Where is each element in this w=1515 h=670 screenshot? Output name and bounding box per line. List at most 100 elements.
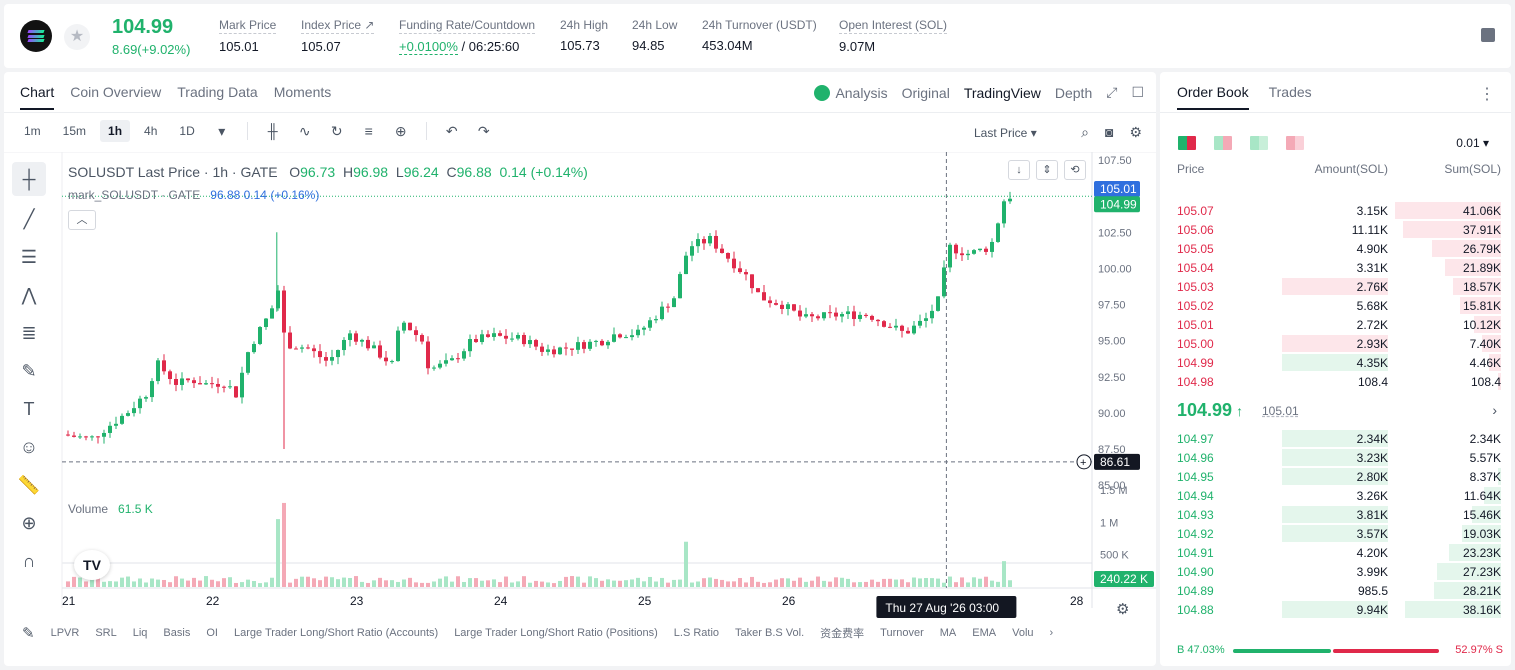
indicators-icon[interactable]: ∿	[298, 122, 311, 139]
search-icon[interactable]: ⌕	[1081, 124, 1089, 140]
expand-icon[interactable]: ⤢	[1106, 84, 1118, 100]
indicator-funding[interactable]: 资金费率	[820, 628, 865, 640]
bid-row[interactable]: 104.93 3.81K 15.46K	[1160, 504, 1511, 523]
tab-order-book[interactable]: Order Book	[1177, 84, 1249, 110]
stat-index-price[interactable]: Index Price ↗ 105.07	[301, 18, 375, 54]
ask-row[interactable]: 105.02 5.68K 15.81K	[1160, 295, 1511, 314]
ask-row[interactable]: 105.03 2.76K 18.57K	[1160, 276, 1511, 295]
indicator-liq[interactable]: Liq	[132, 627, 148, 639]
pen-icon[interactable]: ✎	[22, 625, 35, 642]
indicator-lt-positions[interactable]: Large Trader Long/Short Ratio (Positions…	[454, 627, 658, 639]
trendline-icon[interactable]: ╱	[23, 208, 35, 229]
brush-icon[interactable]: ✎	[21, 360, 37, 381]
indicator-taker-vol[interactable]: Taker B.S Vol.	[735, 627, 805, 639]
view-depth[interactable]: Depth	[1054, 84, 1093, 101]
magnet-icon[interactable]: ∩	[22, 550, 36, 571]
collapse-icon[interactable]: ⇕	[1036, 160, 1058, 180]
emoji-icon[interactable]: ☺	[19, 436, 39, 457]
bid-row[interactable]: 104.91 4.20K 23.23K	[1160, 542, 1511, 561]
indicator-lt-accounts[interactable]: Large Trader Long/Short Ratio (Accounts)	[233, 627, 439, 639]
bid-row[interactable]: 104.95 2.80K 8.37K	[1160, 466, 1511, 485]
ask-row[interactable]: 104.99 4.35K 4.46K	[1160, 352, 1511, 371]
camera-icon[interactable]: ◙	[1104, 124, 1114, 140]
ask-row[interactable]: 105.00 2.93K 7.40K	[1160, 333, 1511, 352]
ruler-icon[interactable]: 📏	[17, 474, 41, 495]
mode-split-icon[interactable]	[1214, 136, 1232, 150]
indicator-ls-ratio[interactable]: L.S Ratio	[673, 627, 720, 639]
fib-icon[interactable]: ≣	[21, 322, 37, 343]
bid-row[interactable]: 104.92 3.57K 19.03K	[1160, 523, 1511, 542]
indicator-basis[interactable]: Basis	[163, 627, 191, 639]
candle-body	[714, 235, 718, 249]
bid-row[interactable]: 104.88 9.94K 38.16K	[1160, 599, 1511, 618]
timeframe-4h[interactable]: 4h	[144, 124, 158, 138]
bid-row[interactable]: 104.94 3.26K 11.64K	[1160, 485, 1511, 504]
horizontal-lines-icon[interactable]: ☰	[20, 246, 38, 267]
more-menu-icon[interactable]: ⋮	[1479, 86, 1495, 103]
price-chart[interactable]: 107.50105.00102.50100.0097.5095.0092.509…	[4, 152, 1156, 632]
maximize-icon[interactable]: ☐	[1131, 84, 1144, 100]
chevron-right-icon[interactable]: ›	[1049, 627, 1054, 639]
tab-moments[interactable]: Moments	[273, 84, 332, 100]
replay-icon[interactable]: ↻	[330, 122, 343, 139]
gear-icon[interactable]: ⚙	[1129, 124, 1142, 140]
ask-row[interactable]: 105.04 3.31K 21.89K	[1160, 257, 1511, 276]
bid-row[interactable]: 104.89 985.5 28.21K	[1160, 580, 1511, 599]
view-tradingview[interactable]: TradingView	[963, 84, 1041, 101]
sync-icon[interactable]: ⟲	[1064, 160, 1086, 180]
zoom-icon[interactable]: ⊕	[21, 512, 37, 533]
mid-price[interactable]: 104.99 ↑	[1177, 400, 1243, 421]
favorite-star-icon[interactable]: ★	[64, 24, 90, 50]
mode-asks-icon[interactable]	[1286, 136, 1304, 150]
candle-type-icon[interactable]: ╫	[267, 123, 278, 139]
tab-chart[interactable]: Chart	[20, 84, 55, 110]
tab-coin-overview[interactable]: Coin Overview	[70, 84, 162, 100]
volume-bar	[558, 580, 562, 587]
ask-row[interactable]: 105.01 2.72K 10.12K	[1160, 314, 1511, 333]
redo-icon[interactable]: ↷	[477, 122, 490, 139]
timeframe-1h[interactable]: 1h	[100, 120, 131, 142]
indicator-lpvr[interactable]: LPVR	[50, 627, 80, 639]
mode-both-icon[interactable]	[1178, 136, 1196, 150]
timeframe-1m[interactable]: 1m	[24, 124, 41, 138]
text-icon[interactable]: T	[23, 398, 35, 419]
ask-row[interactable]: 104.98 108.4 108.4	[1160, 371, 1511, 390]
timeframe-15m[interactable]: 15m	[62, 124, 87, 138]
undo-icon[interactable]: ↶	[445, 122, 458, 139]
view-analysis[interactable]: Analysis	[814, 84, 888, 101]
volume-bar	[678, 579, 682, 587]
ask-row[interactable]: 105.06 11.11K 37.91K	[1160, 219, 1511, 238]
tab-trading-data[interactable]: Trading Data	[177, 84, 258, 100]
price-source-select[interactable]: Last Price ▾	[974, 126, 1037, 140]
timeframe-1d[interactable]: 1D	[179, 124, 195, 138]
precision-select[interactable]: 0.01 ▾	[1456, 136, 1489, 150]
arrow-down-icon[interactable]: ↓	[1008, 160, 1030, 180]
bid-row[interactable]: 104.90 3.99K 27.23K	[1160, 561, 1511, 580]
indicator-ema[interactable]: EMA	[972, 627, 997, 639]
bid-row[interactable]: 104.97 2.34K 2.34K	[1160, 428, 1511, 447]
chevron-down-icon[interactable]: ▾	[218, 122, 226, 139]
tab-trades[interactable]: Trades	[1268, 84, 1312, 100]
indicator-turnover[interactable]: Turnover	[880, 627, 924, 639]
price-source-label: Last Price	[974, 126, 1028, 140]
bid-row[interactable]: 104.96 3.23K 5.57K	[1160, 447, 1511, 466]
ask-row[interactable]: 105.05 4.90K 26.79K	[1160, 238, 1511, 257]
crosshair-icon[interactable]: ┼	[12, 162, 46, 196]
depth-bar	[1474, 316, 1501, 333]
indicator-oi[interactable]: OI	[206, 627, 218, 639]
volume-bar	[162, 579, 166, 587]
indicator-srl[interactable]: SRL	[95, 627, 117, 639]
templates-icon[interactable]: ≡	[364, 123, 373, 139]
indicator-volume[interactable]: Volu	[1012, 627, 1034, 639]
book-icon[interactable]	[1481, 28, 1495, 42]
pattern-icon[interactable]: ⋀	[21, 284, 37, 305]
view-original[interactable]: Original	[901, 84, 950, 101]
indicator-ma[interactable]: MA	[939, 627, 957, 639]
mode-bids-icon[interactable]	[1250, 136, 1268, 150]
chevron-right-icon[interactable]: ›	[1492, 402, 1497, 418]
add-indicator-icon[interactable]: ⊕	[394, 122, 407, 139]
collapse-legend-button[interactable]: ︿	[68, 210, 96, 230]
chart-settings-icon[interactable]: ⚙	[1116, 601, 1130, 618]
amount-highlight	[1282, 506, 1388, 523]
ask-row[interactable]: 105.07 3.15K 41.06K	[1160, 200, 1511, 219]
